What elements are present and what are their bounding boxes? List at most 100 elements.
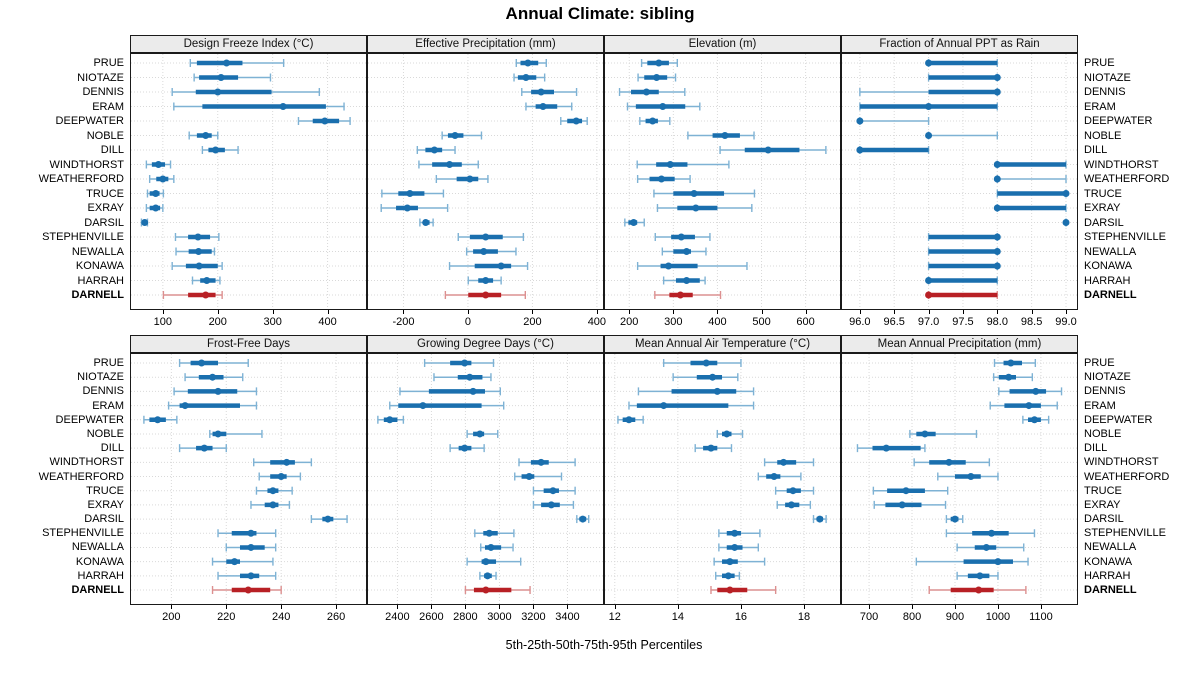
station-label-left-deepwater: DEEPWATER xyxy=(55,115,124,127)
panel-canvas-elevation-m xyxy=(605,54,840,309)
station-label-left-weatherford: WEATHERFORD xyxy=(38,173,124,185)
axis-tick-label-fraction-of-annual-ppt-as-rain: 96.0 xyxy=(849,316,871,328)
axis-tick-mean-annual-air-temperature-c xyxy=(740,605,742,609)
panel-frost-free-days xyxy=(130,353,367,605)
panel-design-freeze-index-c xyxy=(130,53,367,310)
station-label-left-niotaze: NIOTAZE xyxy=(77,71,124,84)
station-label-left-niotaze: NIOTAZE xyxy=(77,371,124,384)
figure-caption: 5th-25th-50th-75th-95th Percentiles xyxy=(505,638,703,652)
axis-tick-fraction-of-annual-ppt-as-rain xyxy=(894,310,896,314)
station-label-left-dennis: DENNIS xyxy=(82,385,124,398)
strip-growing-degree-days: Growing Degree Days (°C) xyxy=(367,335,604,353)
axis-tick-effective-precipitation-mm xyxy=(532,310,534,314)
axis-tick-frost-free-days xyxy=(226,605,228,609)
station-label-right-windthorst: WINDTHORST xyxy=(1084,158,1159,171)
panel-canvas-design-freeze-index-c xyxy=(131,54,366,309)
station-label-left-dill: DILL xyxy=(100,144,124,156)
axis-tick-label-mean-annual-precipitation-mm: 900 xyxy=(945,611,965,623)
station-label-right-harrah: HARRAH xyxy=(1084,569,1131,582)
station-label-right-noble: NOBLE xyxy=(1084,129,1122,142)
axis-tick-effective-precipitation-mm xyxy=(467,310,469,314)
station-label-right-exray: EXRAY xyxy=(1084,202,1121,214)
station-label-left-noble: NOBLE xyxy=(86,129,124,142)
station-label-right-weatherford: WEATHERFORD xyxy=(1084,470,1170,483)
axis-tick-mean-annual-precipitation-mm xyxy=(1040,605,1042,609)
station-label-right-niotaze: NIOTAZE xyxy=(1084,371,1131,384)
strip-mean-annual-air-temperature: Mean Annual Air Temperature (°C) xyxy=(604,335,841,353)
strip-effective-precipitation: Effective Precipitation (mm) xyxy=(367,35,604,53)
station-label-left-darsil: DARSIL xyxy=(84,216,124,229)
panel-mean-annual-precipitation-mm xyxy=(841,353,1078,605)
axis-tick-label-frost-free-days: 260 xyxy=(326,611,346,623)
station-label-right-niotaze: NIOTAZE xyxy=(1084,71,1131,84)
axis-tick-fraction-of-annual-ppt-as-rain xyxy=(928,310,930,314)
panel-canvas-mean-annual-precipitation-mm xyxy=(842,354,1077,604)
axis-tick-label-frost-free-days: 240 xyxy=(271,611,291,623)
axis-tick-mean-annual-precipitation-mm xyxy=(869,605,871,609)
axis-tick-label-growing-degree-days-c: 3400 xyxy=(555,611,580,623)
strip-mean-annual-precipitation: Mean Annual Precipitation (mm) xyxy=(841,335,1078,353)
axis-tick-label-growing-degree-days-c: 3000 xyxy=(487,611,512,623)
axis-tick-fraction-of-annual-ppt-as-rain xyxy=(962,310,964,314)
axis-tick-design-freeze-index-c xyxy=(217,310,219,314)
strip-elevation: Elevation (m) xyxy=(604,35,841,53)
station-label-right-prue: PRUE xyxy=(1084,57,1115,69)
axis-tick-growing-degree-days-c xyxy=(567,605,569,609)
axis-tick-label-mean-annual-precipitation-mm: 700 xyxy=(859,611,879,623)
axis-tick-elevation-m xyxy=(717,310,719,314)
axis-tick-design-freeze-index-c xyxy=(327,310,329,314)
axis-tick-label-growing-degree-days-c: 2600 xyxy=(419,611,444,623)
axis-tick-design-freeze-index-c xyxy=(162,310,164,314)
axis-tick-label-mean-annual-air-temperature-c: 14 xyxy=(671,611,684,623)
station-label-right-harrah: HARRAH xyxy=(1084,274,1131,287)
station-label-right-dennis: DENNIS xyxy=(1084,86,1126,98)
axis-tick-growing-degree-days-c xyxy=(499,605,501,609)
axis-tick-mean-annual-air-temperature-c xyxy=(614,605,616,609)
axis-tick-label-effective-precipitation-mm: -200 xyxy=(392,316,415,328)
station-label-right-newalla: NEWALLA xyxy=(1084,541,1137,554)
station-label-left-exray: EXRAY xyxy=(87,498,124,511)
station-label-left-stephenville: STEPHENVILLE xyxy=(42,527,124,540)
station-label-left-harrah: HARRAH xyxy=(77,274,124,287)
axis-tick-mean-annual-air-temperature-c xyxy=(804,605,806,609)
strip-design-freeze-index: Design Freeze Index (°C) xyxy=(130,35,367,53)
station-label-right-dill: DILL xyxy=(1084,442,1108,455)
station-label-left-truce: TRUCE xyxy=(86,484,124,497)
panel-canvas-effective-precipitation-mm xyxy=(368,54,603,309)
station-label-left-darnell: DARNELL xyxy=(71,289,124,301)
axis-tick-elevation-m xyxy=(805,310,807,314)
panel-effective-precipitation-mm xyxy=(367,53,604,310)
axis-tick-elevation-m xyxy=(761,310,763,314)
station-label-right-newalla: NEWALLA xyxy=(1084,245,1137,258)
station-label-right-stephenville: STEPHENVILLE xyxy=(1084,231,1166,243)
station-label-left-harrah: HARRAH xyxy=(77,569,124,582)
axis-tick-label-effective-precipitation-mm: 200 xyxy=(523,316,542,328)
strip-fraction-ppt-rain: Fraction of Annual PPT as Rain xyxy=(841,35,1078,53)
axis-tick-label-fraction-of-annual-ppt-as-rain: 98.5 xyxy=(1020,316,1043,328)
station-label-left-dennis: DENNIS xyxy=(82,86,124,98)
panel-mean-annual-air-temperature-c xyxy=(604,353,841,605)
station-label-left-eram: ERAM xyxy=(92,399,124,412)
station-label-right-weatherford: WEATHERFORD xyxy=(1084,173,1170,185)
station-label-right-truce: TRUCE xyxy=(1084,187,1122,200)
station-label-left-newalla: NEWALLA xyxy=(71,541,124,554)
axis-tick-mean-annual-precipitation-mm xyxy=(954,605,956,609)
axis-tick-label-growing-degree-days-c: 2800 xyxy=(453,611,478,623)
station-label-left-noble: NOBLE xyxy=(86,427,124,440)
station-label-left-exray: EXRAY xyxy=(87,202,124,214)
axis-tick-label-design-freeze-index-c: 300 xyxy=(263,316,282,328)
panel-growing-degree-days-c xyxy=(367,353,604,605)
station-label-right-exray: EXRAY xyxy=(1084,498,1121,511)
axis-tick-growing-degree-days-c xyxy=(397,605,399,609)
axis-tick-label-fraction-of-annual-ppt-as-rain: 96.5 xyxy=(883,316,905,328)
axis-tick-label-elevation-m: 500 xyxy=(752,316,771,328)
axis-tick-label-frost-free-days: 220 xyxy=(217,611,236,623)
station-label-right-darsil: DARSIL xyxy=(1084,216,1124,229)
axis-tick-label-frost-free-days: 200 xyxy=(162,611,181,623)
axis-tick-growing-degree-days-c xyxy=(533,605,535,609)
axis-tick-label-mean-annual-precipitation-mm: 800 xyxy=(902,611,922,623)
axis-tick-label-mean-annual-precipitation-mm: 1100 xyxy=(1029,611,1053,623)
station-label-right-konawa: KONAWA xyxy=(1084,260,1133,272)
axis-tick-label-effective-precipitation-mm: 0 xyxy=(464,316,471,328)
axis-tick-label-mean-annual-air-temperature-c: 16 xyxy=(734,611,748,623)
